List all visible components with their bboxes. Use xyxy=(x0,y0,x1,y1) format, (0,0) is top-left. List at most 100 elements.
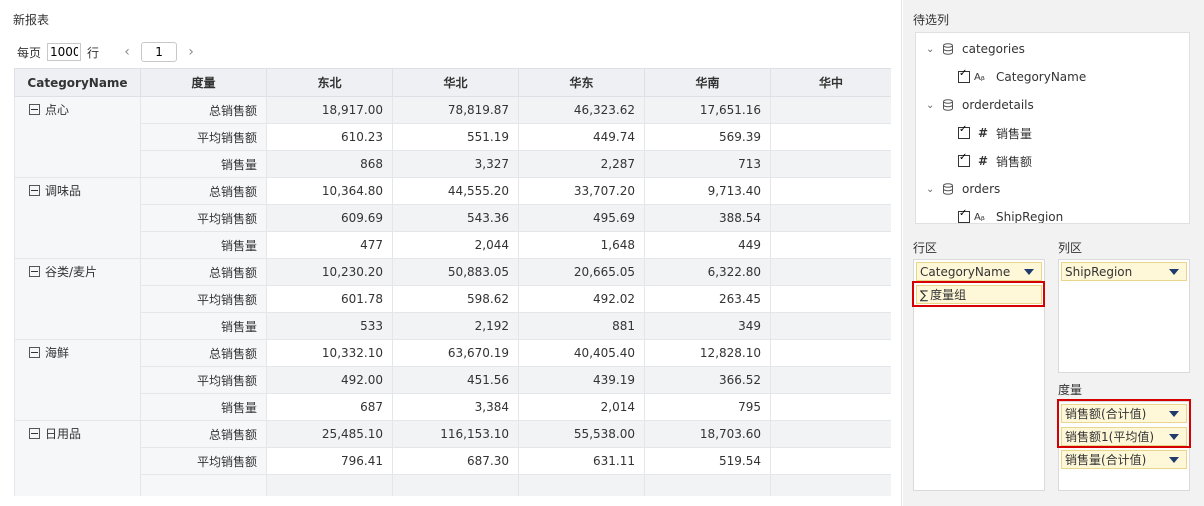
column-header[interactable]: 华东 xyxy=(518,68,645,97)
value-cell: 533 xyxy=(266,312,393,340)
collapse-icon[interactable] xyxy=(29,266,40,277)
tree-node-label: orders xyxy=(962,182,1001,196)
database-table-icon xyxy=(942,183,954,195)
value-cell: 40,405.40 xyxy=(518,339,645,367)
column-zone[interactable]: ShipRegion xyxy=(1058,259,1190,373)
table-row xyxy=(15,474,891,496)
value-cell: 598.62 xyxy=(392,285,519,313)
measure-cell: 销售量 xyxy=(140,312,267,340)
value-cell xyxy=(518,474,645,496)
value-cell: 796.41 xyxy=(266,447,393,475)
value-cell xyxy=(770,366,891,394)
collapse-icon[interactable] xyxy=(29,428,40,439)
row-group-header[interactable]: 调味品 xyxy=(14,177,141,259)
row-group-header[interactable]: 日用品 xyxy=(14,420,141,496)
tree-table-node[interactable]: ⌄ categories xyxy=(926,39,1025,59)
column-header[interactable]: 华南 xyxy=(644,68,771,97)
value-cell: 609.69 xyxy=(266,204,393,232)
column-header[interactable]: 华中 xyxy=(770,68,891,97)
column-header[interactable]: 华北 xyxy=(392,68,519,97)
tree-field-node[interactable]: # 销售额 xyxy=(958,151,1032,171)
tree-node-label: 销售量 xyxy=(996,126,1033,141)
chevron-down-icon[interactable]: ⌄ xyxy=(926,43,935,55)
value-cell xyxy=(266,474,393,496)
collapse-icon[interactable] xyxy=(29,104,40,115)
table-row: 平均销售额 610.23 551.19 449.74 569.39 xyxy=(15,123,891,151)
value-cell xyxy=(770,150,891,178)
row-group-header[interactable]: 谷类/麦片 xyxy=(14,258,141,340)
value-cell: 349 xyxy=(644,312,771,340)
column-chip-shipregion[interactable]: ShipRegion xyxy=(1061,262,1187,281)
value-cell: 17,651.16 xyxy=(644,96,771,124)
tree-node-label: categories xyxy=(962,42,1025,56)
table-row: 平均销售额 609.69 543.36 495.69 388.54 xyxy=(15,204,891,232)
column-header[interactable]: CategoryName xyxy=(14,68,141,97)
value-cell: 492.00 xyxy=(266,366,393,394)
value-cell: 881 xyxy=(518,312,645,340)
row-chip-categoryname[interactable]: CategoryName xyxy=(916,262,1042,281)
value-cell: 451.56 xyxy=(392,366,519,394)
measure-cell: 总销售额 xyxy=(140,96,267,124)
chevron-down-icon[interactable] xyxy=(1169,269,1179,275)
chevron-down-icon[interactable] xyxy=(1169,411,1179,417)
measure-chip-sales1-avg[interactable]: 销售额1(平均值) xyxy=(1061,427,1187,446)
table-row: 平均销售额 601.78 598.62 492.02 263.45 xyxy=(15,285,891,313)
chevron-down-icon[interactable] xyxy=(1169,434,1179,440)
value-cell: 3,327 xyxy=(392,150,519,178)
tree-table-node[interactable]: ⌄ orders xyxy=(926,179,1000,199)
row-zone[interactable]: CategoryName ∑ 度量组 xyxy=(913,259,1045,491)
prev-page-icon[interactable]: ‹ xyxy=(124,44,130,60)
column-header[interactable]: 东北 xyxy=(266,68,393,97)
tree-field-node[interactable]: Aᵦ CategoryName xyxy=(958,67,1086,87)
chevron-down-icon[interactable]: ⌄ xyxy=(926,183,935,195)
table-row: 平均销售额 492.00 451.56 439.19 366.52 xyxy=(15,366,891,394)
value-cell: 33,707.20 xyxy=(518,177,645,205)
measure-zone-label: 度量 xyxy=(1058,383,1083,397)
tree-field-node[interactable]: Aᵦ ShipRegion xyxy=(958,207,1063,223)
measure-cell: 平均销售额 xyxy=(140,204,267,232)
measure-chip-sales-sum[interactable]: 销售额(合计值) xyxy=(1061,404,1187,423)
value-cell: 46,323.62 xyxy=(518,96,645,124)
value-cell: 6,322.80 xyxy=(644,258,771,286)
field-checkbox[interactable] xyxy=(958,68,970,83)
collapse-icon[interactable] xyxy=(29,185,40,196)
value-cell: 601.78 xyxy=(266,285,393,313)
field-checkbox[interactable] xyxy=(958,152,970,167)
collapse-icon[interactable] xyxy=(29,347,40,358)
highlight-frame xyxy=(912,281,1045,307)
next-page-icon[interactable]: › xyxy=(188,44,194,60)
number-type-icon: # xyxy=(977,126,989,140)
tree-field-node[interactable]: # 销售量 xyxy=(958,123,1032,143)
value-cell: 116,153.10 xyxy=(392,420,519,448)
chevron-down-icon[interactable] xyxy=(1024,269,1034,275)
measure-chip-quantity-sum[interactable]: 销售量(合计值) xyxy=(1061,450,1187,469)
value-cell: 687 xyxy=(266,393,393,421)
column-header[interactable]: 度量 xyxy=(140,68,267,97)
table-row: 销售量 533 2,192 881 349 xyxy=(15,312,891,340)
value-cell xyxy=(770,420,891,448)
tree-table-node[interactable]: ⌄ orderdetails xyxy=(926,95,1034,115)
chip-label: 销售量(合计值) xyxy=(1065,453,1147,467)
chevron-down-icon[interactable]: ⌄ xyxy=(926,99,935,111)
chevron-down-icon[interactable] xyxy=(1169,457,1179,463)
rows-per-page-input[interactable] xyxy=(47,43,82,61)
row-group-header[interactable]: 点心 xyxy=(14,96,141,178)
value-cell: 1,648 xyxy=(518,231,645,259)
measure-cell: 销售量 xyxy=(140,231,267,259)
field-checkbox[interactable] xyxy=(958,208,970,223)
value-cell: 78,819.87 xyxy=(392,96,519,124)
pivot-table-container[interactable]: CategoryName 度量 东北 华北 华东 华南 华中 点心 总销售额 18,… xyxy=(14,68,891,496)
field-checkbox[interactable] xyxy=(958,124,970,139)
chip-label: 销售额1(平均值) xyxy=(1065,430,1154,444)
value-cell: 10,364.80 xyxy=(266,177,393,205)
table-row: 销售量 477 2,044 1,648 449 xyxy=(15,231,891,259)
row-chip-measure-group[interactable]: ∑ 度量组 xyxy=(916,285,1042,304)
value-cell: 18,703.60 xyxy=(644,420,771,448)
field-tree[interactable]: ⌄ categories Aᵦ CategoryName ⌄ orderdetails # 销… xyxy=(915,32,1190,224)
measure-cell: 总销售额 xyxy=(140,420,267,448)
value-cell: 2,287 xyxy=(518,150,645,178)
table-row: 谷类/麦片 总销售额 10,230.20 50,883.05 20,665.05 6,32… xyxy=(14,258,891,340)
row-group-header[interactable]: 海鲜 xyxy=(14,339,141,421)
table-header-row: CategoryName 度量 东北 华北 华东 华南 华中 xyxy=(14,68,891,97)
page-number-input[interactable] xyxy=(141,42,178,62)
